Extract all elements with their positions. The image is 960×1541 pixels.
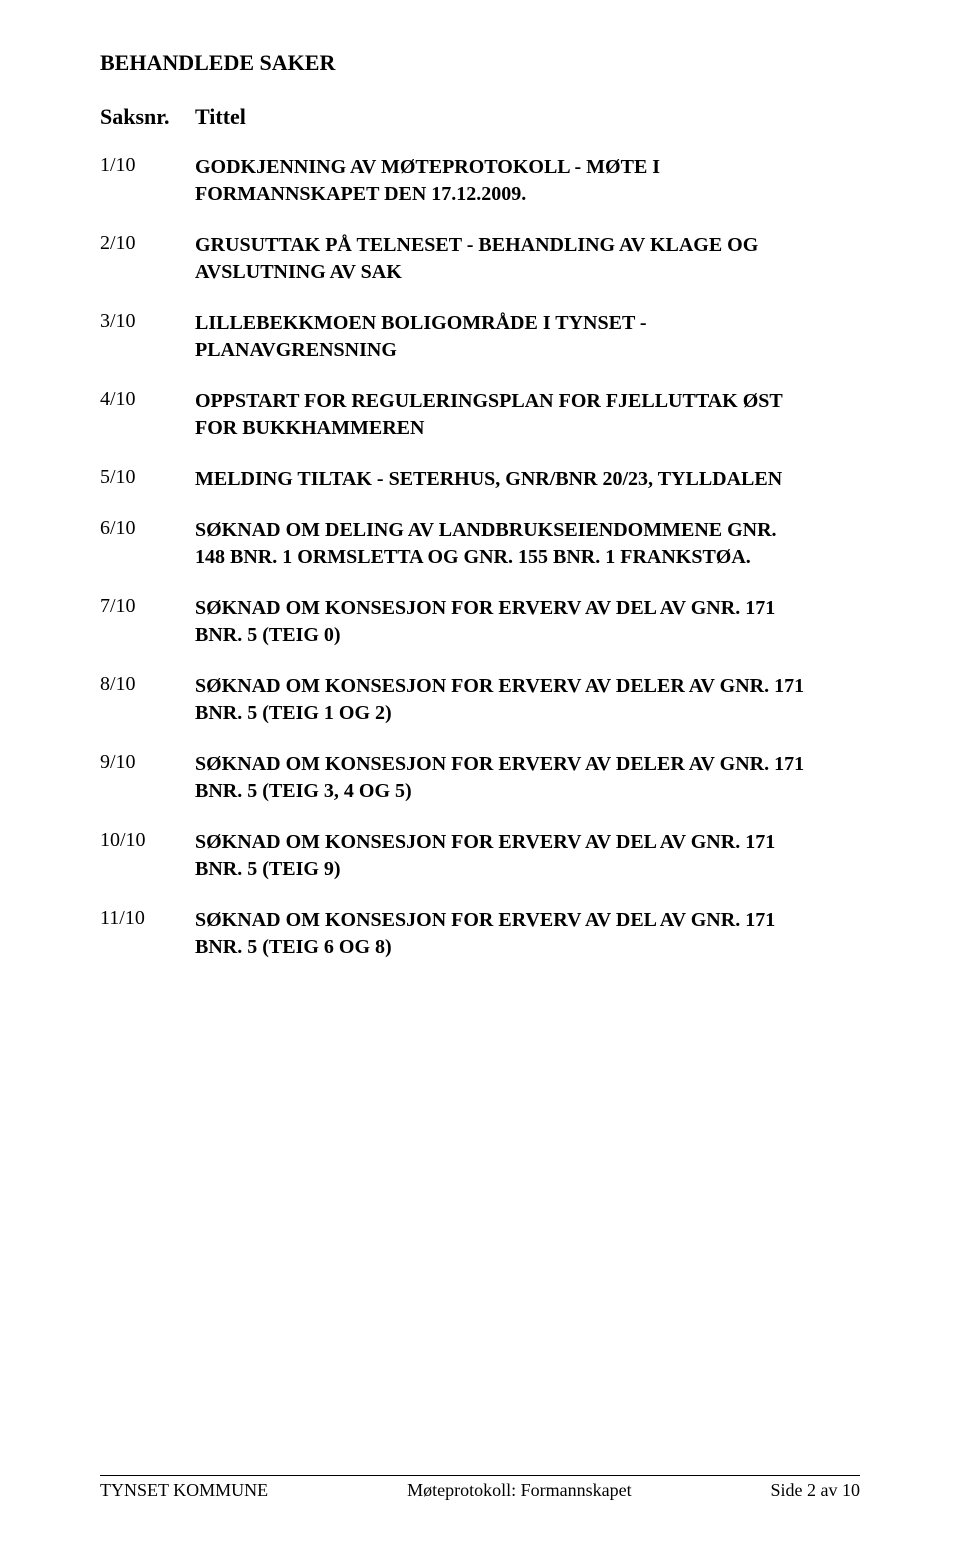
column-header-tittel: Tittel — [195, 104, 860, 130]
case-row: 2/10 GRUSUTTAK PÅ TELNESET - BEHANDLING … — [100, 232, 860, 286]
case-row: 4/10 OPPSTART FOR REGULERINGSPLAN FOR FJ… — [100, 388, 860, 442]
case-number: 2/10 — [100, 232, 195, 286]
page-heading: BEHANDLEDE SAKER — [100, 50, 860, 76]
case-title: SØKNAD OM DELING AV LANDBRUKSEIENDOMMENE… — [195, 517, 860, 571]
case-row: 9/10 SØKNAD OM KONSESJON FOR ERVERV AV D… — [100, 751, 860, 805]
case-title: MELDING TILTAK - SETERHUS, GNR/BNR 20/23… — [195, 466, 860, 493]
case-list: 1/10 GODKJENNING AV MØTEPROTOKOLL - MØTE… — [100, 154, 860, 985]
case-number: 6/10 — [100, 517, 195, 571]
case-number: 4/10 — [100, 388, 195, 442]
page-footer: TYNSET KOMMUNE Møteprotokoll: Formannska… — [100, 1475, 860, 1501]
case-title: SØKNAD OM KONSESJON FOR ERVERV AV DELER … — [195, 673, 860, 727]
case-number: 10/10 — [100, 829, 195, 883]
footer-right: Side 2 av 10 — [771, 1480, 861, 1501]
case-title: GRUSUTTAK PÅ TELNESET - BEHANDLING AV KL… — [195, 232, 860, 286]
footer-center: Møteprotokoll: Formannskapet — [407, 1480, 631, 1501]
case-title: SØKNAD OM KONSESJON FOR ERVERV AV DEL AV… — [195, 829, 860, 883]
case-row: 5/10 MELDING TILTAK - SETERHUS, GNR/BNR … — [100, 466, 860, 493]
case-title: LILLEBEKKMOEN BOLIGOMRÅDE I TYNSET - PLA… — [195, 310, 860, 364]
case-row: 1/10 GODKJENNING AV MØTEPROTOKOLL - MØTE… — [100, 154, 860, 208]
case-row: 7/10 SØKNAD OM KONSESJON FOR ERVERV AV D… — [100, 595, 860, 649]
case-number: 7/10 — [100, 595, 195, 649]
case-row: 8/10 SØKNAD OM KONSESJON FOR ERVERV AV D… — [100, 673, 860, 727]
case-number: 8/10 — [100, 673, 195, 727]
case-number: 3/10 — [100, 310, 195, 364]
case-number: 5/10 — [100, 466, 195, 493]
case-number: 9/10 — [100, 751, 195, 805]
case-row: 6/10 SØKNAD OM DELING AV LANDBRUKSEIENDO… — [100, 517, 860, 571]
case-title: SØKNAD OM KONSESJON FOR ERVERV AV DEL AV… — [195, 595, 860, 649]
case-row: 11/10 SØKNAD OM KONSESJON FOR ERVERV AV … — [100, 907, 860, 961]
case-row: 3/10 LILLEBEKKMOEN BOLIGOMRÅDE I TYNSET … — [100, 310, 860, 364]
case-number: 11/10 — [100, 907, 195, 961]
column-header-saksnr: Saksnr. — [100, 104, 195, 130]
case-title: SØKNAD OM KONSESJON FOR ERVERV AV DEL AV… — [195, 907, 860, 961]
case-row: 10/10 SØKNAD OM KONSESJON FOR ERVERV AV … — [100, 829, 860, 883]
columns-header: Saksnr. Tittel — [100, 104, 860, 130]
footer-left: TYNSET KOMMUNE — [100, 1480, 268, 1501]
case-title: GODKJENNING AV MØTEPROTOKOLL - MØTE I FO… — [195, 154, 860, 208]
case-title: OPPSTART FOR REGULERINGSPLAN FOR FJELLUT… — [195, 388, 860, 442]
case-number: 1/10 — [100, 154, 195, 208]
case-title: SØKNAD OM KONSESJON FOR ERVERV AV DELER … — [195, 751, 860, 805]
